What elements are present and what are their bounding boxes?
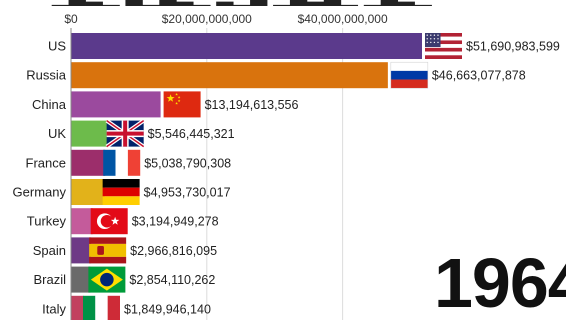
value-label: $46,663,077,878: [432, 69, 526, 83]
france-flag-icon: [103, 149, 141, 176]
value-label: $1,849,946,140: [124, 302, 211, 316]
category-label: Turkey: [27, 214, 67, 229]
value-label: $5,546,445,321: [148, 127, 235, 141]
value-label: $51,690,983,599: [466, 40, 560, 54]
category-label: France: [26, 155, 66, 170]
turkey-flag-icon: [90, 208, 128, 235]
category-label: US: [48, 39, 66, 54]
x-axis-ticks: $0 $20,000,000,000 $40,000,000,000: [64, 12, 388, 26]
bar: [71, 295, 84, 320]
bars: US $51,690,983,599 Russia $46,663,077,878 Ch…: [13, 33, 560, 320]
value-label: $2,854,110,262: [129, 273, 215, 287]
value-label: $13,194,613,556: [205, 98, 299, 112]
value-label: $5,038,790,308: [144, 156, 231, 170]
bar: [71, 208, 93, 235]
bar-row: France $5,038,790,308: [26, 149, 231, 176]
bar: [71, 179, 105, 205]
x-tick-label: $20,000,000,000: [162, 12, 252, 26]
bar: [71, 33, 422, 59]
bar-row: US $51,690,983,599: [48, 33, 560, 59]
bar-row: Russia $46,663,077,878: [26, 61, 526, 89]
bar: [71, 266, 91, 293]
uk-flag-icon: [105, 118, 145, 149]
category-label: Russia: [26, 68, 67, 83]
bar-row: Germany $4,953,730,017: [13, 179, 231, 205]
china-flag-icon: [163, 91, 201, 118]
category-label: Spain: [33, 243, 66, 258]
us-flag-icon: [425, 33, 462, 59]
spain-flag-icon: [89, 237, 127, 264]
year-label: 1964: [434, 244, 566, 322]
bar-row: Spain $2,966,816,095: [33, 237, 217, 264]
category-label: Brazil: [33, 272, 66, 287]
x-tick-label: $40,000,000,000: [298, 12, 388, 26]
bar: [71, 237, 92, 264]
category-label: China: [32, 97, 67, 112]
bar-row: Brazil $2,854,110,262: [33, 266, 215, 293]
bar-row: Turkey $3,194,949,278: [27, 208, 219, 235]
bar-row: China $13,194,613,556: [32, 91, 299, 118]
category-label: Germany: [13, 185, 67, 200]
bar: [71, 120, 109, 147]
value-label: $2,966,816,095: [130, 244, 217, 258]
cropped-title-remnant: ▂▅▃▂ ▅▂▆▃▂ ▃▂▅ ▂▆▃▅▂ ▂▅▃▂: [0, 0, 566, 6]
italy-flag-icon: [83, 295, 120, 320]
brazil-flag-icon: [88, 266, 126, 293]
bar: [71, 149, 106, 176]
bar-row: Italy $1,849,946,140: [42, 295, 211, 320]
category-label: Italy: [42, 301, 66, 316]
x-tick-label: $0: [64, 12, 78, 26]
bar: [71, 62, 388, 89]
germany-flag-icon: [102, 179, 140, 205]
value-label: $4,953,730,017: [144, 186, 231, 200]
bar-row: UK $5,546,445,321: [48, 118, 235, 149]
value-label: $3,194,949,278: [132, 215, 219, 229]
bar: [71, 91, 161, 118]
category-label: UK: [48, 126, 66, 141]
russia-flag-icon: [390, 61, 429, 89]
